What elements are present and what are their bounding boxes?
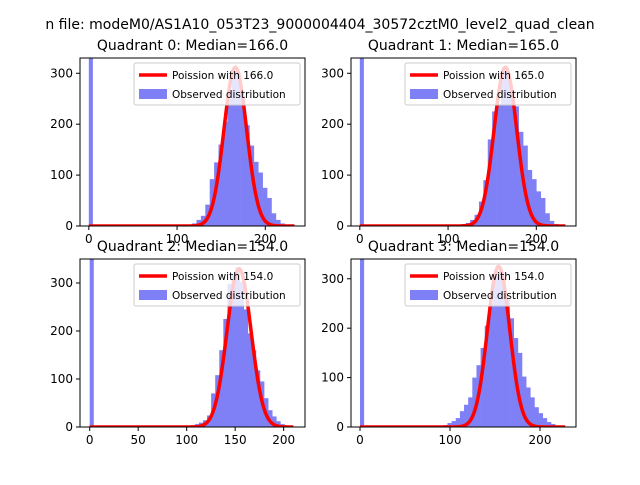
x-tick-label: 50 — [131, 433, 146, 447]
legend-hist-label: Observed distribution — [443, 89, 557, 101]
subplot-title: Quadrant 1: Median=165.0 — [368, 38, 559, 54]
x-tick-label: 200 — [529, 433, 552, 447]
y-tick-label: 0 — [65, 219, 73, 233]
y-tick-label: 300 — [321, 272, 344, 286]
legend-hist-label: Observed distribution — [172, 290, 286, 302]
hist-bar — [497, 104, 502, 226]
legend: Poission with 165.0 Observed distribution — [405, 63, 571, 105]
y-tick-label: 0 — [336, 420, 344, 434]
subplot-title: Quadrant 3: Median=154.0 — [368, 239, 559, 255]
legend-hist-swatch — [410, 89, 438, 99]
hist-bar-zero — [89, 58, 93, 226]
hist-bar — [539, 413, 543, 427]
x-tick-label: 0 — [356, 433, 364, 447]
hist-bar — [541, 198, 546, 226]
x-tick-label: 0 — [356, 232, 364, 246]
y-tick-label: 200 — [50, 324, 73, 338]
hist-bar-zero — [360, 58, 364, 226]
legend-fit-label: Poission with 165.0 — [443, 70, 544, 82]
legend-hist-swatch — [139, 89, 167, 99]
x-tick-label: 100 — [175, 433, 198, 447]
hist-bar-zero — [90, 259, 94, 427]
x-tick-label: 0 — [86, 433, 94, 447]
y-tick-label: 100 — [50, 372, 73, 386]
figure-suptitle: n file: modeM0/AS1A10_053T23_9000004404_… — [45, 17, 594, 33]
legend: Poission with 154.0 Observed distribution — [405, 264, 571, 306]
x-tick-label: 0 — [85, 232, 93, 246]
hist-bar — [244, 309, 248, 427]
x-tick-label: 150 — [224, 433, 247, 447]
y-tick-label: 200 — [321, 117, 344, 131]
legend-fit-label: Poission with 154.0 — [172, 271, 273, 283]
y-tick-label: 100 — [50, 168, 73, 182]
y-tick-label: 300 — [321, 66, 344, 80]
x-tick-label: 200 — [272, 433, 295, 447]
legend: Poission with 166.0 Observed distribution — [134, 63, 300, 105]
legend-hist-swatch — [410, 290, 438, 300]
y-tick-label: 300 — [50, 276, 73, 290]
hist-bar-zero — [360, 259, 364, 427]
legend-hist-swatch — [139, 290, 167, 300]
legend-hist-label: Observed distribution — [443, 290, 557, 302]
y-tick-label: 100 — [321, 168, 344, 182]
y-tick-label: 100 — [321, 371, 344, 385]
hist-bar — [534, 407, 538, 427]
y-tick-label: 300 — [50, 66, 73, 80]
y-tick-label: 200 — [50, 117, 73, 131]
legend: Poission with 154.0 Observed distribution — [134, 264, 300, 306]
legend-fit-label: Poission with 154.0 — [443, 271, 544, 283]
legend-fit-label: Poission with 166.0 — [172, 70, 273, 82]
x-tick-label: 100 — [439, 433, 462, 447]
y-tick-label: 0 — [65, 420, 73, 434]
legend-hist-label: Observed distribution — [172, 89, 286, 101]
subplot-title: Quadrant 0: Median=166.0 — [97, 38, 288, 54]
subplot-title: Quadrant 2: Median=154.0 — [97, 239, 288, 255]
y-tick-label: 200 — [321, 321, 344, 335]
y-tick-label: 0 — [336, 219, 344, 233]
hist-bar — [227, 99, 232, 226]
